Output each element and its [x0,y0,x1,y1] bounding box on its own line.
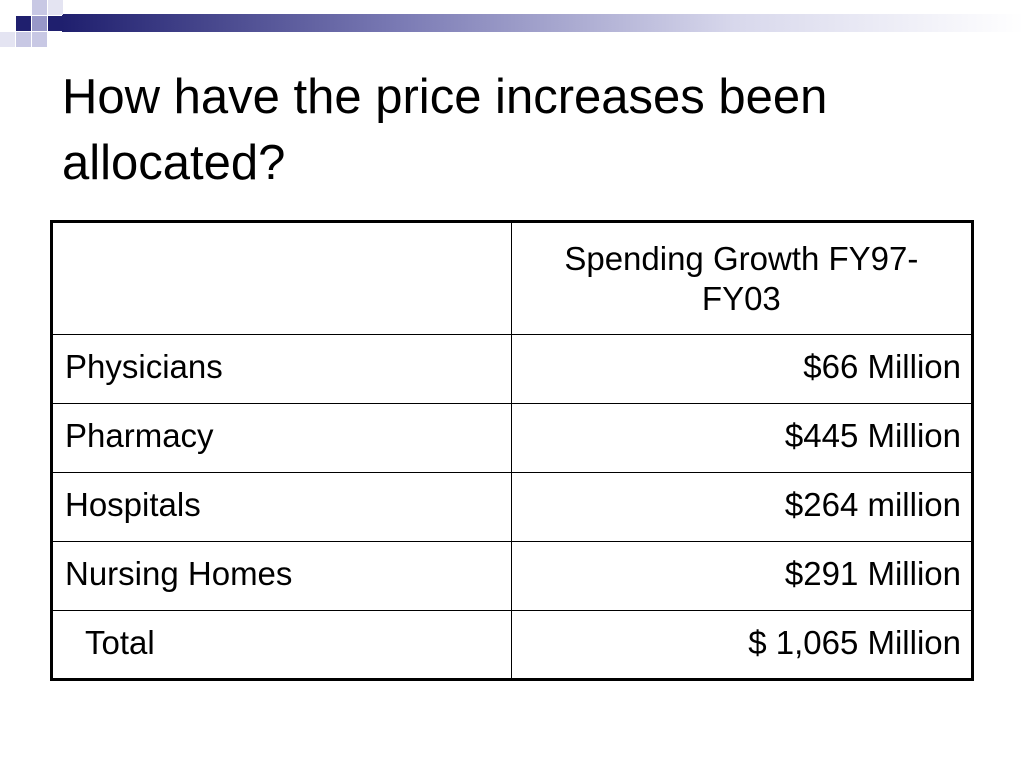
total-label: Total [51,610,512,680]
table-row: Pharmacy $445 Million [51,403,974,473]
slide-title: How have the price increases been alloca… [62,70,828,190]
checker-squares [0,0,63,47]
row-label: Pharmacy [51,403,512,473]
row-label: Physicians [51,334,512,404]
row-value: $66 Million [510,334,974,404]
row-value: $291 Million [510,541,974,611]
header-value-cell: Spending Growth FY97-FY03 [510,221,974,335]
header-label-cell [51,221,512,335]
spending-growth-table: Spending Growth FY97-FY03 Physicians $66… [50,220,974,681]
row-label: Nursing Homes [51,541,512,611]
decorative-header-band [0,0,1024,60]
table-row: Nursing Homes $291 Million [51,541,974,611]
table-row: Physicians $66 Million [51,334,974,404]
gradient-bar [62,14,1024,32]
total-value: $ 1,065 Million [510,610,974,680]
table-row-total: Total $ 1,065 Million [51,610,974,680]
table-row: Hospitals $264 million [51,472,974,542]
row-value: $445 Million [510,403,974,473]
table-header-row: Spending Growth FY97-FY03 [51,221,974,335]
row-label: Hospitals [51,472,512,542]
row-value: $264 million [510,472,974,542]
